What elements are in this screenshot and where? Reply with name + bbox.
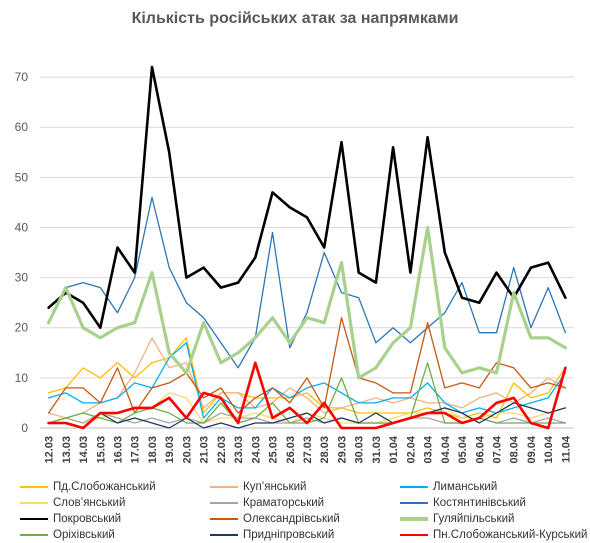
x-tick-label: 23.03: [233, 436, 245, 464]
legend-swatch: [400, 533, 428, 537]
x-tick-label: 08.04: [509, 435, 521, 463]
legend-swatch: [210, 518, 238, 520]
legend-swatch: [210, 502, 238, 504]
x-tick-label: 04.04: [440, 435, 452, 463]
y-tick-label: 30: [15, 271, 29, 285]
x-tick-label: 17.03: [130, 436, 142, 464]
x-tick-label: 25.03: [268, 436, 280, 464]
legend-label: Куп’янський: [243, 481, 307, 493]
x-tick-label: 29.03: [336, 436, 348, 464]
chart-title: Кількість російських атак за напрямками: [131, 10, 459, 27]
legend-swatch: [20, 517, 48, 521]
series-line: [47, 196, 567, 369]
y-tick-label: 40: [15, 220, 29, 234]
legend-label: Слов’янський: [53, 497, 126, 509]
x-tick-label: 18.03: [147, 436, 159, 464]
x-tick-label: 07.04: [491, 435, 503, 463]
series-line: [47, 342, 567, 419]
legend-item: Лиманський: [400, 479, 497, 495]
series-line: [47, 337, 567, 419]
x-tick-label: 02.04: [405, 435, 417, 463]
x-tick-label: 19.03: [164, 436, 176, 464]
legend-item: Покровський: [20, 511, 121, 527]
x-tick-label: 06.04: [474, 435, 486, 463]
legend-item: Пн.Слобожанський-Курський: [400, 527, 587, 543]
legend-label: Оріхівський: [53, 529, 115, 541]
legend-label: Пд.Слобожанський: [53, 481, 156, 493]
legend-label: Костянтинівський: [433, 497, 526, 509]
x-tick-label: 30.03: [354, 436, 366, 464]
x-tick-label: 01.04: [388, 435, 400, 463]
legend-item: Куп’янський: [210, 479, 306, 495]
series-line: [47, 337, 567, 419]
legend-label: Краматорський: [243, 497, 325, 509]
legend-item: Гуляйпільський: [400, 511, 514, 527]
x-tick-label: 22.03: [216, 436, 228, 464]
x-tick-label: 09.04: [526, 435, 538, 463]
legend-swatch: [20, 486, 48, 488]
x-tick-label: 28.03: [319, 436, 331, 464]
series-line: [46, 225, 568, 380]
y-tick-label: 50: [15, 170, 29, 184]
series-lines: [46, 65, 568, 430]
x-tick-label: 11.04: [560, 435, 572, 463]
legend-item: Краматорський: [210, 495, 324, 511]
legend-item: Пд.Слобожанський: [20, 479, 156, 495]
legend-item: Слов’янський: [20, 495, 125, 511]
y-tick-label: 0: [21, 421, 28, 435]
y-tick-label: 60: [15, 120, 29, 134]
legend-swatch: [210, 534, 238, 536]
legend-swatch: [400, 517, 428, 521]
x-tick-label: 31.03: [371, 436, 383, 464]
series-line: [47, 361, 567, 430]
legend-swatch: [400, 486, 428, 488]
x-tick-label: 12.03: [44, 436, 56, 464]
legend-label: Гуляйпільський: [433, 513, 515, 525]
x-tick-label: 20.03: [181, 436, 193, 464]
legend-label: Покровський: [53, 513, 122, 525]
x-tick-label: 26.03: [285, 436, 297, 464]
x-tick-label: 10.04: [543, 435, 555, 463]
x-tick-label: 27.03: [302, 436, 314, 464]
legend-label: Олександрівський: [243, 513, 340, 525]
x-tick-label: 21.03: [199, 436, 211, 464]
legend-swatch: [400, 502, 428, 504]
x-tick-label: 03.04: [423, 435, 435, 463]
y-tick-label: 70: [15, 70, 29, 84]
x-tick-label: 05.04: [457, 435, 469, 463]
series-line: [47, 65, 567, 330]
y-tick-label: 10: [15, 371, 29, 385]
x-axis: 12.03 13.03 14.03 15.03 16.03 17.03 18.03 19.03…: [40, 427, 574, 464]
legend-label: Пн.Слобожанський-Курський: [433, 529, 588, 541]
legend-item: Костянтинівський: [400, 495, 526, 511]
x-tick-label: 16.03: [113, 436, 125, 464]
x-tick-label: 24.03: [250, 436, 262, 464]
x-tick-label: 13.03: [61, 436, 73, 464]
x-tick-label: 15.03: [95, 436, 107, 464]
legend-item: Придніпровський: [210, 527, 334, 543]
legend-item: Оріхівський: [20, 527, 115, 543]
legend-swatch: [20, 502, 48, 504]
y-axis: 0 10 20 30 40 50 60 70: [15, 70, 29, 435]
line-chart: 0 10 20 30 40 50 60 70 12.03 13.03 14.03 15.03 16.0…: [15, 65, 574, 464]
x-tick-label: 14.03: [78, 436, 90, 464]
series-line: [47, 402, 567, 429]
legend-label: Лиманський: [433, 481, 498, 493]
legend-label: Придніпровський: [243, 529, 335, 541]
legend-item: Олександрівський: [210, 511, 340, 527]
legend-swatch: [20, 534, 48, 536]
legend-swatch: [210, 486, 238, 488]
y-tick-label: 20: [15, 321, 29, 335]
